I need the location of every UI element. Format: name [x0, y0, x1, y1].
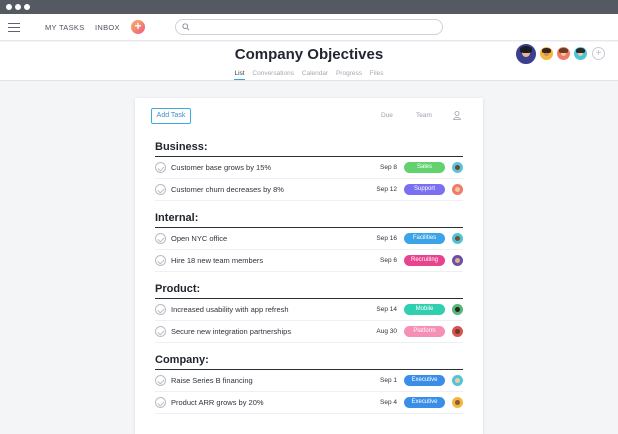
section-title: Company: — [155, 354, 209, 366]
task-row[interactable]: Customer churn decreases by 8% Sep 12 Su… — [155, 179, 463, 201]
member-avatar[interactable] — [515, 43, 537, 65]
window-titlebar — [0, 0, 618, 14]
team-tag[interactable]: Mobile — [404, 304, 445, 315]
project-tabs: List Conversations Calendar Progress Fil… — [0, 70, 618, 80]
task-due-date[interactable]: Sep 4 — [380, 399, 397, 406]
task-list-card: Add Task Due Team Business: Customer bas… — [135, 98, 483, 434]
quick-add-button[interactable]: + — [131, 20, 145, 34]
assignee-avatar[interactable] — [452, 162, 463, 173]
assignee-column-icon[interactable] — [453, 111, 461, 120]
task-row[interactable]: Increased usability with app refresh Sep… — [155, 299, 463, 321]
assignee-avatar[interactable] — [452, 304, 463, 315]
team-tag[interactable]: Facilities — [404, 233, 445, 244]
assignee-avatar[interactable] — [452, 375, 463, 386]
task-due-date[interactable]: Sep 16 — [376, 235, 397, 242]
task-row[interactable]: Secure new integration partnerships Aug … — [155, 321, 463, 343]
nav-my-tasks[interactable]: MY TASKS — [45, 23, 85, 32]
task-row[interactable]: Open NYC office Sep 16 Facilities — [155, 228, 463, 250]
complete-checkbox[interactable] — [155, 326, 166, 337]
task-name[interactable]: Customer churn decreases by 8% — [171, 185, 284, 194]
task-name[interactable]: Open NYC office — [171, 234, 228, 243]
section-divider — [155, 156, 463, 157]
task-name[interactable]: Secure new integration partnerships — [171, 327, 292, 336]
task-due-date[interactable]: Sep 6 — [380, 257, 397, 264]
assignee-avatar[interactable] — [452, 233, 463, 244]
task-name[interactable]: Customer base grows by 15% — [171, 163, 272, 172]
nav-inbox[interactable]: INBOX — [95, 23, 120, 32]
window-maximize-dot[interactable] — [24, 4, 30, 10]
task-name[interactable]: Increased usability with app refresh — [171, 305, 289, 314]
assignee-avatar[interactable] — [452, 326, 463, 337]
member-avatar[interactable] — [556, 46, 571, 61]
task-row[interactable]: Product ARR grows by 20% Sep 4 Executive — [155, 392, 463, 414]
section-title: Internal: — [155, 212, 199, 224]
top-bar: MY TASKS INBOX + — [0, 14, 618, 41]
complete-checkbox[interactable] — [155, 162, 166, 173]
task-due-date[interactable]: Sep 8 — [380, 164, 397, 171]
assignee-avatar[interactable] — [452, 397, 463, 408]
assignee-avatar[interactable] — [452, 184, 463, 195]
section-divider — [155, 369, 463, 370]
task-name[interactable]: Product ARR grows by 20% — [171, 398, 264, 407]
task-due-date[interactable]: Sep 1 — [380, 377, 397, 384]
team-tag[interactable]: Recruiting — [404, 255, 445, 266]
window-minimize-dot[interactable] — [15, 4, 21, 10]
page-title: Company Objectives — [234, 46, 384, 63]
window-close-dot[interactable] — [6, 4, 12, 10]
complete-checkbox[interactable] — [155, 255, 166, 266]
team-tag[interactable]: Executive — [404, 375, 445, 386]
task-name[interactable]: Raise Series B financing — [171, 376, 253, 385]
complete-checkbox[interactable] — [155, 375, 166, 386]
task-name[interactable]: Hire 18 new team members — [171, 256, 264, 265]
search-icon — [182, 23, 190, 31]
complete-checkbox[interactable] — [155, 233, 166, 244]
column-header-due[interactable]: Due — [381, 112, 393, 119]
tab-list[interactable]: List — [234, 70, 245, 80]
section-divider — [155, 298, 463, 299]
task-due-date[interactable]: Aug 30 — [376, 328, 397, 335]
task-row[interactable]: Hire 18 new team members Sep 6 Recruitin… — [155, 250, 463, 272]
complete-checkbox[interactable] — [155, 397, 166, 408]
column-header-team[interactable]: Team — [416, 112, 432, 119]
section-divider — [155, 227, 463, 228]
search-input[interactable] — [193, 21, 433, 33]
tab-progress[interactable]: Progress — [335, 70, 362, 77]
task-due-date[interactable]: Sep 14 — [376, 306, 397, 313]
member-avatar[interactable] — [539, 46, 554, 61]
tab-calendar[interactable]: Calendar — [301, 70, 329, 77]
team-tag[interactable]: Support — [404, 184, 445, 195]
team-tag[interactable]: Platform — [404, 326, 445, 337]
member-avatar[interactable] — [573, 46, 588, 61]
team-tag[interactable]: Sales — [404, 162, 445, 173]
search-bar[interactable] — [175, 19, 443, 35]
task-row[interactable]: Raise Series B financing Sep 1 Executive — [155, 370, 463, 392]
team-tag[interactable]: Executive — [404, 397, 445, 408]
assignee-avatar[interactable] — [452, 255, 463, 266]
tab-conversations[interactable]: Conversations — [252, 70, 294, 77]
hamburger-menu-icon[interactable] — [8, 23, 20, 32]
add-task-button[interactable]: Add Task — [151, 108, 191, 124]
tab-files[interactable]: Files — [369, 70, 384, 77]
section-title: Product: — [155, 283, 201, 295]
complete-checkbox[interactable] — [155, 184, 166, 195]
add-member-button[interactable]: + — [592, 47, 605, 60]
task-due-date[interactable]: Sep 12 — [376, 186, 397, 193]
complete-checkbox[interactable] — [155, 304, 166, 315]
task-row[interactable]: Customer base grows by 15% Sep 8 Sales — [155, 157, 463, 179]
section-title: Business: — [155, 141, 208, 153]
